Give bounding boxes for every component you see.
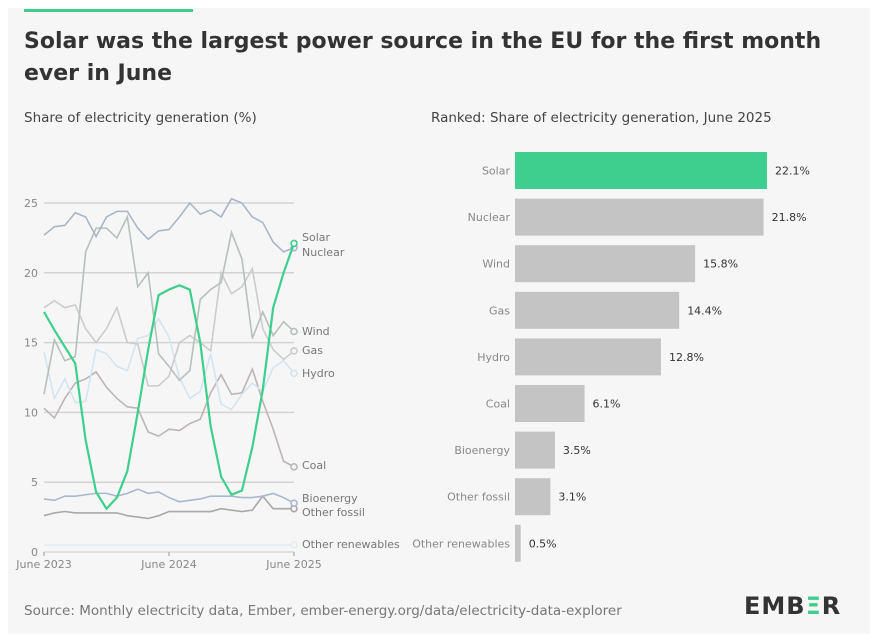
ember-logo: EMBΞR [744, 592, 842, 620]
series-label: Other renewables [302, 538, 400, 551]
series-end-marker [290, 499, 298, 507]
series-line-hydro [43, 317, 295, 411]
bar-category-label: Coal [486, 398, 510, 411]
bar-value-label: 3.5% [563, 444, 591, 457]
x-tick-label: June 2023 [15, 558, 71, 571]
y-tick-label: 15 [24, 337, 38, 350]
bar-category-label: Bioenergy [454, 444, 510, 457]
y-tick-label: 0 [31, 546, 38, 559]
accent-line [24, 9, 193, 12]
bar-chart-title: Ranked: Share of electricity generation,… [431, 110, 772, 126]
series-end-marker [290, 463, 298, 471]
series-line-gas [43, 266, 295, 387]
bar-gas [515, 291, 680, 329]
bar-value-label: 22.1% [775, 165, 810, 178]
x-tick-label: June 2025 [265, 558, 321, 571]
chart-card [8, 8, 870, 634]
series-label: Gas [302, 344, 323, 357]
series-end-marker [290, 369, 298, 378]
bar-hydro [515, 338, 661, 376]
series-label: Other fossil [302, 506, 365, 519]
bar-wind [515, 245, 696, 283]
y-tick-label: 10 [24, 406, 38, 419]
series-label: Nuclear [302, 246, 345, 259]
series-line-coal [43, 366, 295, 468]
bar-value-label: 3.1% [558, 491, 586, 504]
bar-value-label: 12.8% [669, 351, 704, 364]
bar-value-label: 15.8% [703, 258, 738, 271]
series-label: Solar [302, 231, 331, 244]
page-title: Solar was the largest power source in th… [24, 29, 822, 86]
series-line-nuclear [43, 197, 295, 253]
series-line-solar [43, 243, 296, 511]
bar-coal [515, 385, 585, 422]
y-tick-label: 5 [31, 476, 38, 489]
bar-value-label: 6.1% [593, 398, 621, 411]
bar-category-label: Other fossil [447, 491, 510, 504]
series-label: Hydro [302, 367, 335, 380]
bar-other-renewables [515, 524, 521, 562]
bar-solar [515, 152, 767, 189]
bar-value-label: 14.4% [687, 304, 722, 317]
series-end-marker [290, 347, 298, 355]
bar-category-label: Solar [482, 165, 511, 178]
series-line-other-fossil [43, 494, 294, 520]
bar-value-label: 21.8% [772, 211, 807, 224]
series-end-marker [290, 327, 298, 336]
series-label: Coal [302, 459, 326, 472]
y-tick-label: 25 [24, 197, 38, 210]
bar-category-label: Gas [489, 304, 510, 317]
series-end-marker [290, 541, 298, 549]
bar-bioenergy [515, 431, 555, 469]
bar-category-label: Nuclear [468, 211, 511, 224]
bar-category-label: Wind [482, 258, 510, 271]
x-tick-label: June 2024 [140, 558, 196, 571]
series-line-wind [43, 214, 295, 395]
source-note: Source: Monthly electricity data, Ember,… [24, 603, 622, 619]
series-label: Wind [302, 325, 330, 338]
bar-category-label: Other renewables [412, 537, 510, 550]
bar-nuclear [515, 198, 764, 236]
bar-other-fossil [515, 478, 551, 516]
bar-value-label: 0.5% [529, 537, 557, 550]
series-end-marker [290, 239, 298, 248]
series-label: Bioenergy [302, 492, 358, 505]
y-tick-label: 20 [24, 267, 38, 280]
line-chart-title: Share of electricity generation (%) [24, 110, 257, 126]
bar-category-label: Hydro [477, 351, 510, 364]
series-line-bioenergy [43, 488, 295, 504]
